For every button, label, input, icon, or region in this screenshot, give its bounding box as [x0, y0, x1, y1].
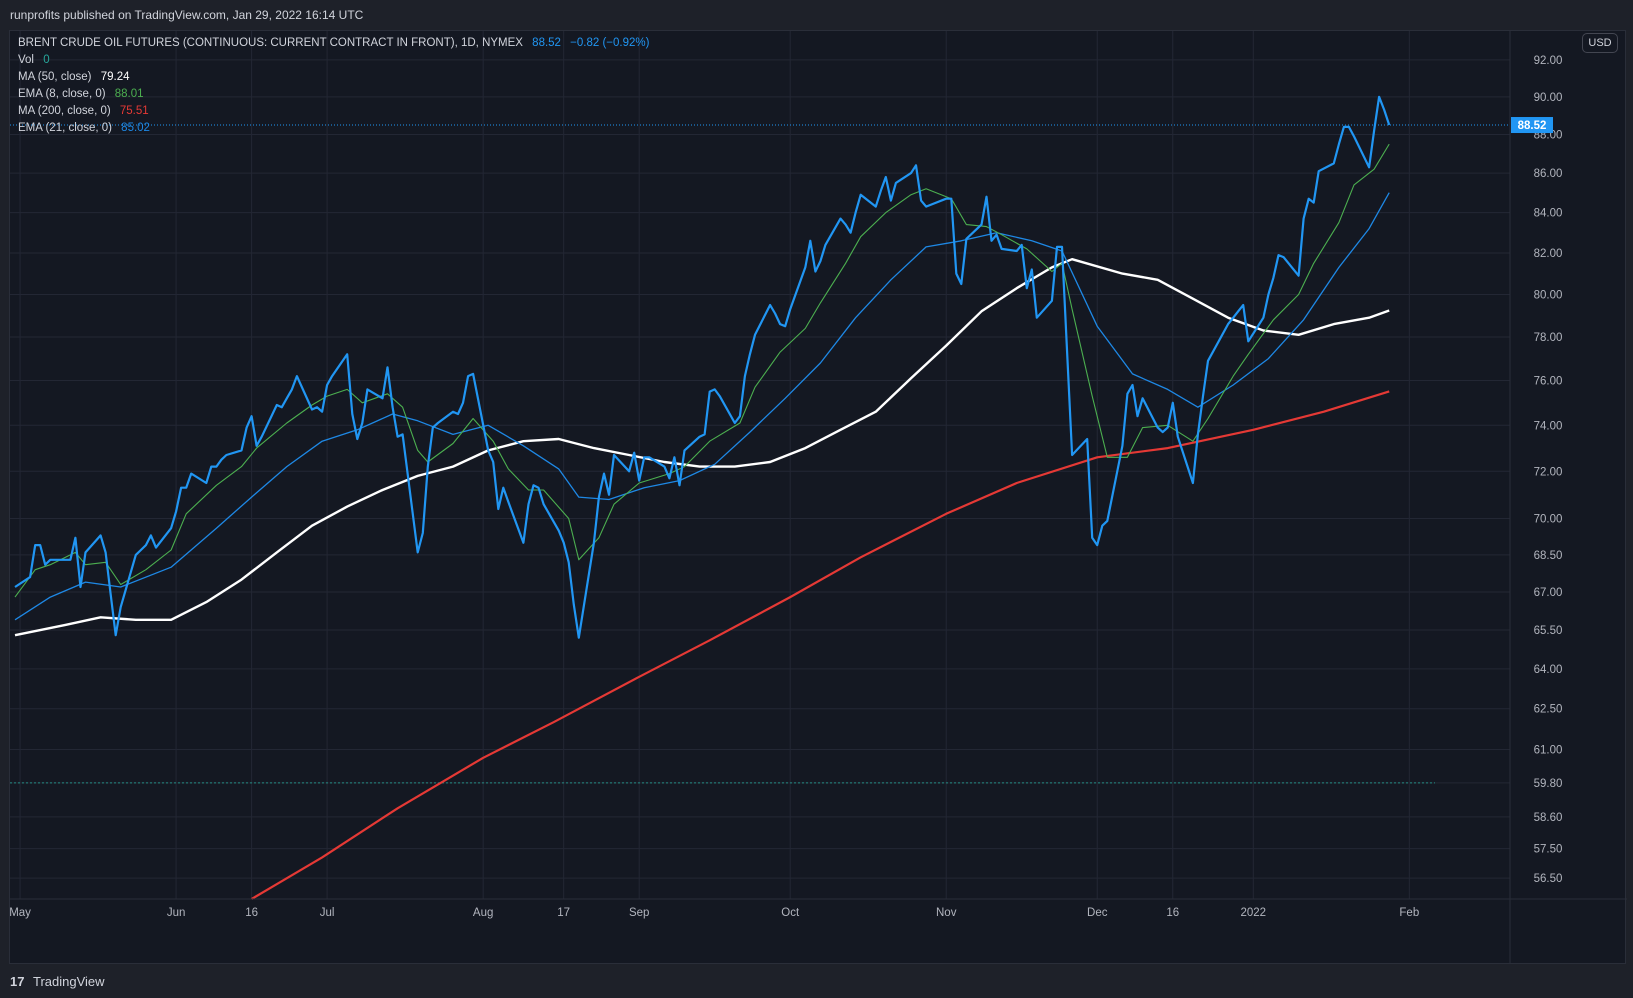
vol-label: Vol — [18, 54, 34, 66]
price-tick-label: 78.00 — [1534, 332, 1563, 344]
ma200-label: MA (200, close, 0) — [18, 105, 111, 117]
chart-panel[interactable]: 56.50 57.50 58.60 59.80 61.00 62.50 64.00 65.50… — [9, 30, 1627, 965]
chart-legend: BRENT CRUDE OIL FUTURES (CONTINUOUS: CUR… — [18, 35, 649, 137]
price-tick-label: 76.00 — [1534, 376, 1563, 388]
legend-vol-row[interactable]: Vol 0 — [18, 52, 649, 69]
time-tick-label: 16 — [245, 907, 258, 919]
price-tick-label: 70.00 — [1534, 514, 1563, 526]
price-tick-label: 58.60 — [1534, 812, 1563, 824]
price-tick-label: 56.50 — [1534, 873, 1563, 885]
series-line-ma200 — [251, 390, 1390, 900]
vol-value: 0 — [43, 54, 50, 66]
time-tick-label: Jun — [167, 907, 186, 919]
price-tick-label: 82.00 — [1534, 248, 1563, 260]
ma50-value: 79.24 — [100, 71, 130, 83]
time-tick-label: Oct — [781, 907, 800, 919]
time-tick-label: Jul — [320, 907, 335, 919]
time-tick-label: Nov — [936, 907, 957, 919]
price-tick-label: 80.00 — [1534, 289, 1563, 301]
series-line-price — [14, 95, 1391, 639]
legend-ema21-row[interactable]: EMA (21, close, 0) 85.02 — [18, 120, 649, 137]
brand-name: TradingView — [33, 974, 105, 989]
time-tick-label: Aug — [473, 907, 493, 919]
price-tick-label: 68.50 — [1534, 550, 1563, 562]
time-tick-label: Feb — [1399, 907, 1419, 919]
axes: 56.50 57.50 58.60 59.80 61.00 62.50 64.00 65.50… — [10, 31, 1627, 965]
time-tick-label: 2022 — [1240, 907, 1266, 919]
time-tick-label: 16 — [1166, 907, 1179, 919]
ma50-label: MA (50, close) — [18, 71, 92, 83]
legend-ema8-row[interactable]: EMA (8, close, 0) 88.01 — [18, 86, 649, 103]
time-tick-label: Dec — [1087, 907, 1108, 919]
publish-header: runprofits published on TradingView.com,… — [0, 0, 1633, 30]
price-chart[interactable]: 56.50 57.50 58.60 59.80 61.00 62.50 64.00 65.50… — [10, 31, 1627, 965]
price-tick-label: 61.00 — [1534, 744, 1563, 756]
price-tick-label: 57.50 — [1534, 844, 1563, 856]
price-tick-label: 72.00 — [1534, 466, 1563, 478]
symbol-price: 88.52 — [532, 37, 561, 49]
legend-ma50-row[interactable]: MA (50, close) 79.24 — [18, 69, 649, 86]
time-tick-label: May — [10, 907, 31, 919]
symbol-name: BRENT CRUDE OIL FUTURES (CONTINUOUS: CUR… — [18, 37, 523, 49]
last-price-tag — [1511, 117, 1553, 134]
ema21-label: EMA (21, close, 0) — [18, 122, 112, 134]
legend-ma200-row[interactable]: MA (200, close, 0) 75.51 — [18, 103, 649, 120]
ma200-value: 75.51 — [119, 105, 149, 117]
footer-bar: 17 TradingView — [0, 964, 1633, 998]
symbol-change: −0.82 (−0.92%) — [570, 37, 650, 49]
price-tick-label: 74.00 — [1534, 420, 1563, 432]
price-tick-label: 90.00 — [1534, 92, 1563, 104]
published-text: runprofits published on TradingView.com,… — [10, 8, 364, 22]
ema8-label: EMA (8, close, 0) — [18, 88, 106, 100]
currency-button[interactable]: USD — [1582, 33, 1618, 53]
price-tick-label: 84.00 — [1534, 208, 1563, 220]
price-tick-label: 65.50 — [1534, 625, 1563, 637]
price-tick-label: 67.00 — [1534, 587, 1563, 599]
tradingview-logo-icon: 17 — [10, 974, 25, 989]
series-lines — [14, 95, 1391, 900]
price-tick-label: 86.00 — [1534, 168, 1563, 180]
series-line-ema21 — [14, 192, 1390, 621]
price-tick-label: 64.00 — [1534, 664, 1563, 676]
price-tick-label: 92.00 — [1534, 55, 1563, 67]
grid-lines — [10, 31, 1510, 899]
ema8-value: 88.01 — [114, 88, 144, 100]
ema21-value: 85.02 — [121, 122, 150, 134]
legend-symbol-row[interactable]: BRENT CRUDE OIL FUTURES (CONTINUOUS: CUR… — [18, 35, 649, 52]
last-price-label: 88.52 — [1518, 120, 1547, 132]
series-line-ema8 — [14, 143, 1390, 598]
time-tick-label: Sep — [629, 907, 649, 919]
price-tick-label: 62.50 — [1534, 704, 1563, 716]
time-tick-label: 17 — [557, 907, 570, 919]
price-tick-label: 59.80 — [1534, 778, 1563, 790]
series-line-ma50 — [14, 257, 1390, 637]
